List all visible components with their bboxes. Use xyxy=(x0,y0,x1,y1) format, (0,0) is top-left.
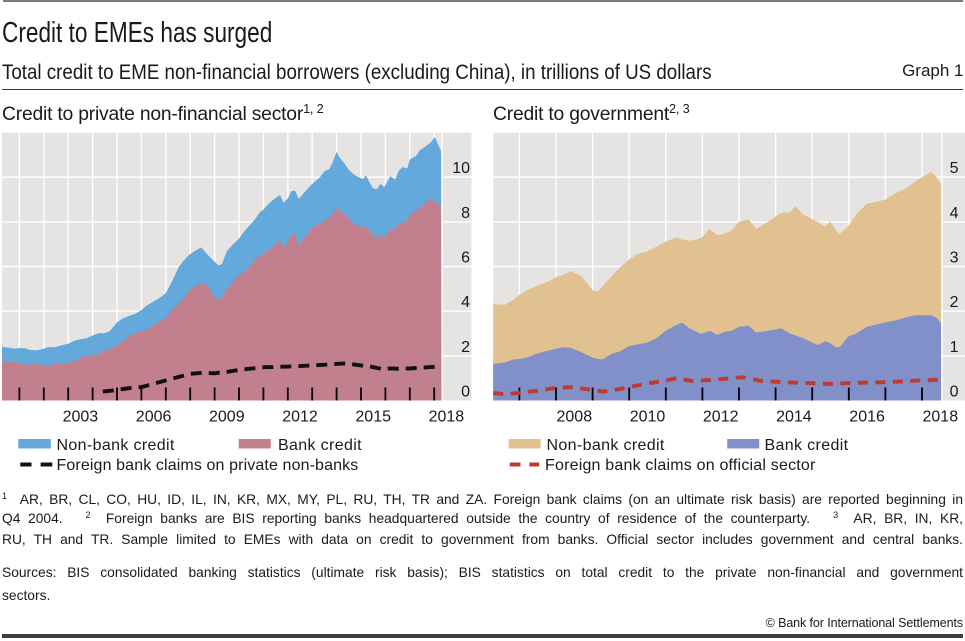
svg-text:2018: 2018 xyxy=(923,409,959,426)
svg-text:2: 2 xyxy=(461,339,470,356)
svg-text:6: 6 xyxy=(461,250,470,267)
svg-text:2009: 2009 xyxy=(209,409,245,426)
svg-text:8: 8 xyxy=(461,205,470,222)
svg-text:4: 4 xyxy=(950,205,959,222)
svg-text:2016: 2016 xyxy=(849,409,885,426)
svg-text:4: 4 xyxy=(461,294,470,311)
svg-text:2018: 2018 xyxy=(429,409,465,426)
svg-text:2010: 2010 xyxy=(630,409,666,426)
svg-text:0: 0 xyxy=(461,384,470,401)
svg-text:0: 0 xyxy=(950,384,959,401)
svg-text:3: 3 xyxy=(950,250,959,267)
svg-text:2: 2 xyxy=(950,294,959,311)
svg-text:2006: 2006 xyxy=(136,409,172,426)
svg-text:10: 10 xyxy=(452,160,470,177)
svg-text:5: 5 xyxy=(950,160,959,177)
svg-text:2014: 2014 xyxy=(776,409,812,426)
svg-text:2008: 2008 xyxy=(557,409,593,426)
svg-text:2003: 2003 xyxy=(63,409,99,426)
svg-text:1: 1 xyxy=(950,339,959,356)
svg-text:2015: 2015 xyxy=(355,409,391,426)
svg-text:2012: 2012 xyxy=(703,409,739,426)
svg-text:2012: 2012 xyxy=(282,409,318,426)
